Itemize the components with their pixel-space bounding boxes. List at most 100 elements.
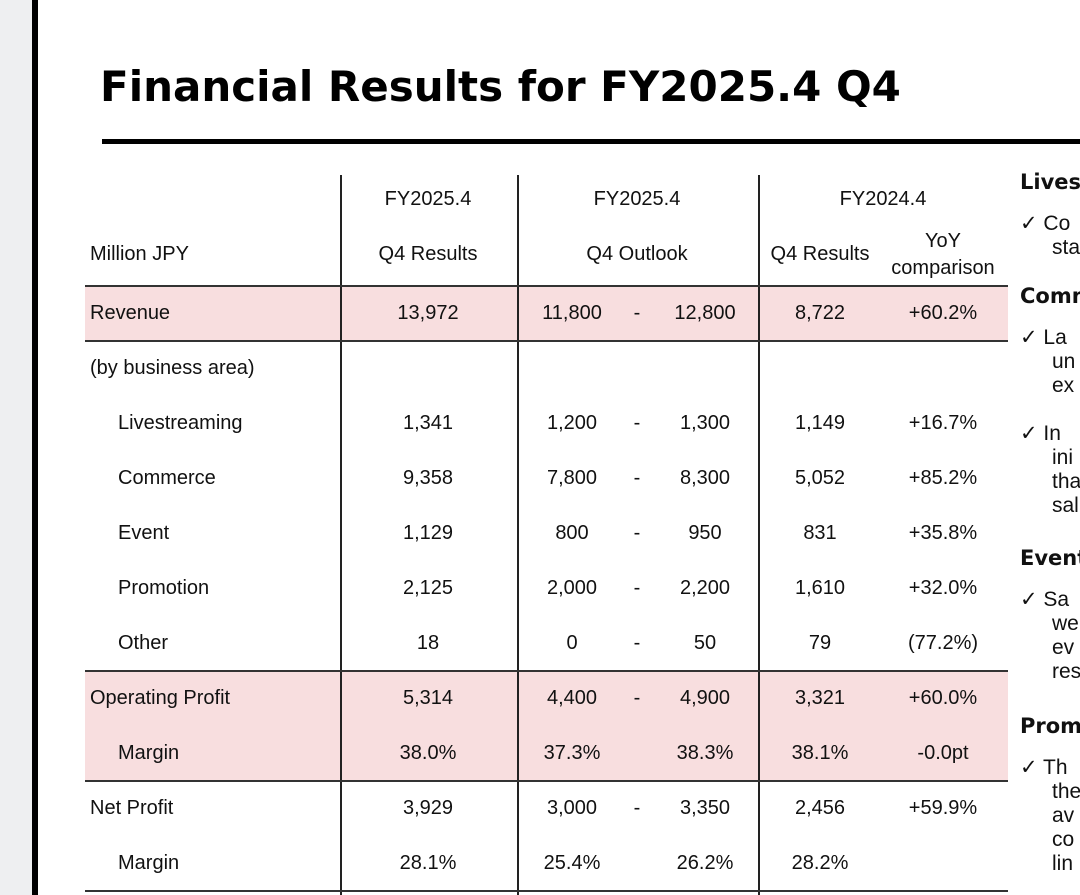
outlook-low: 3,000 bbox=[546, 797, 598, 819]
yoy-value: +85.2% bbox=[908, 467, 978, 489]
fy24-result: 38.1% bbox=[791, 742, 849, 764]
row-label: Margin bbox=[118, 852, 180, 874]
heading-text: Prom bbox=[1020, 714, 1080, 738]
commentary-line: ✓ Co bbox=[1020, 212, 1071, 235]
yoy-value: +16.7% bbox=[908, 412, 978, 434]
commentary-line: sta bbox=[1052, 236, 1080, 259]
commentary-heading: Prom bbox=[1020, 714, 1080, 739]
fy25-result: 13,972 bbox=[397, 302, 459, 324]
fy24-result: 3,321 bbox=[794, 687, 846, 709]
commentary-line: un bbox=[1052, 350, 1076, 373]
fy24-result: 28.2% bbox=[791, 852, 849, 874]
row-label: Net Profit bbox=[90, 797, 174, 819]
fy24-result: 5,052 bbox=[794, 467, 846, 489]
outlook-low: 37.3% bbox=[543, 742, 601, 764]
yoy-value: +32.0% bbox=[908, 577, 978, 599]
commentary-line: ex bbox=[1052, 374, 1075, 397]
col-header: Q4 Results bbox=[770, 243, 870, 265]
fy25-result: 18 bbox=[416, 632, 440, 654]
commentary-line: lin bbox=[1052, 852, 1074, 875]
row-divider bbox=[85, 670, 1008, 672]
row-label: Operating Profit bbox=[90, 687, 231, 709]
fy25-result: 28.1% bbox=[399, 852, 457, 874]
row-divider bbox=[85, 285, 1008, 287]
outlook-low: 800 bbox=[555, 522, 589, 544]
commentary-line: we bbox=[1052, 612, 1079, 635]
column-divider bbox=[758, 175, 760, 895]
row-divider bbox=[85, 340, 1008, 342]
yoy-value: +35.8% bbox=[908, 522, 978, 544]
row-label: Livestreaming bbox=[118, 412, 243, 434]
col-header: YoY bbox=[925, 230, 961, 252]
row-label: Revenue bbox=[90, 302, 171, 324]
heading-text: Livest bbox=[1020, 170, 1080, 194]
fy25-result: 5,314 bbox=[402, 687, 454, 709]
outlook-high: 50 bbox=[693, 632, 717, 654]
outlook-dash: - bbox=[633, 797, 641, 819]
highlight-band bbox=[85, 725, 1008, 780]
commentary-line: ✓ La bbox=[1020, 326, 1067, 349]
fy25-result: 3,929 bbox=[402, 797, 454, 819]
commentary-line: ini bbox=[1052, 446, 1074, 469]
outlook-high: 8,300 bbox=[679, 467, 731, 489]
fy25-result: 2,125 bbox=[402, 577, 454, 599]
outlook-low: 4,400 bbox=[546, 687, 598, 709]
col-header: Q4 Outlook bbox=[586, 243, 688, 265]
yoy-value: +60.0% bbox=[908, 687, 978, 709]
fy24-result: 2,456 bbox=[794, 797, 846, 819]
outlook-dash: - bbox=[633, 577, 641, 599]
outlook-low: 11,800 bbox=[542, 302, 602, 324]
yoy-value: +60.2% bbox=[908, 302, 978, 324]
outlook-low: 1,200 bbox=[546, 412, 598, 434]
row-label: Promotion bbox=[118, 577, 210, 599]
commentary-line: av bbox=[1052, 804, 1075, 827]
outlook-dash: - bbox=[633, 522, 641, 544]
page-edge bbox=[32, 0, 38, 895]
fy25-result: 9,358 bbox=[402, 467, 454, 489]
outlook-high: 3,350 bbox=[679, 797, 731, 819]
outlook-high: 12,800 bbox=[674, 302, 736, 324]
outlook-dash: - bbox=[633, 467, 641, 489]
row-label: Commerce bbox=[118, 467, 216, 489]
heading-text: Event bbox=[1020, 546, 1080, 570]
commentary-heading: Event bbox=[1020, 546, 1080, 571]
fy24-result: 1,610 bbox=[794, 577, 846, 599]
commentary-heading: Livest bbox=[1020, 170, 1080, 195]
commentary-line: the bbox=[1052, 780, 1080, 803]
row-label: Margin bbox=[118, 742, 180, 764]
row-label: Event bbox=[118, 522, 170, 544]
commentary-line: co bbox=[1052, 828, 1075, 851]
outlook-dash: - bbox=[633, 412, 641, 434]
outlook-high: 38.3% bbox=[676, 742, 734, 764]
col-header: Q4 Results bbox=[378, 243, 478, 265]
col-header: comparison bbox=[891, 257, 995, 279]
yoy-value: +59.9% bbox=[908, 797, 978, 819]
title-rule bbox=[102, 139, 1080, 144]
heading-text: Comm bbox=[1020, 284, 1080, 308]
outlook-low: 25.4% bbox=[543, 852, 601, 874]
commentary-line: ✓ Th bbox=[1020, 756, 1068, 779]
commentary-line: ✓ Sa bbox=[1020, 588, 1070, 611]
outlook-high: 2,200 bbox=[679, 577, 731, 599]
column-divider bbox=[340, 175, 342, 895]
commentary-line: tha bbox=[1052, 470, 1080, 493]
commentary-line: res bbox=[1052, 660, 1080, 683]
yoy-value: -0.0pt bbox=[917, 742, 969, 764]
fy25-result: 38.0% bbox=[399, 742, 457, 764]
unit-label: Million JPY bbox=[90, 243, 189, 265]
column-divider bbox=[517, 175, 519, 895]
col-header: FY2024.4 bbox=[839, 188, 927, 210]
commentary-line: ev bbox=[1052, 636, 1075, 659]
page-title: Financial Results for FY2025.4 Q4 bbox=[100, 62, 901, 111]
viewer-background bbox=[0, 0, 32, 895]
fy24-result: 831 bbox=[803, 522, 837, 544]
outlook-dash: - bbox=[633, 632, 641, 654]
col-header: FY2025.4 bbox=[593, 188, 681, 210]
fy24-result: 8,722 bbox=[794, 302, 846, 324]
fy25-result: 1,341 bbox=[402, 412, 454, 434]
outlook-high: 950 bbox=[688, 522, 722, 544]
row-label: Other bbox=[118, 632, 169, 654]
fy25-result: 1,129 bbox=[402, 522, 454, 544]
fy24-result: 79 bbox=[808, 632, 832, 654]
col-header: FY2025.4 bbox=[384, 188, 472, 210]
